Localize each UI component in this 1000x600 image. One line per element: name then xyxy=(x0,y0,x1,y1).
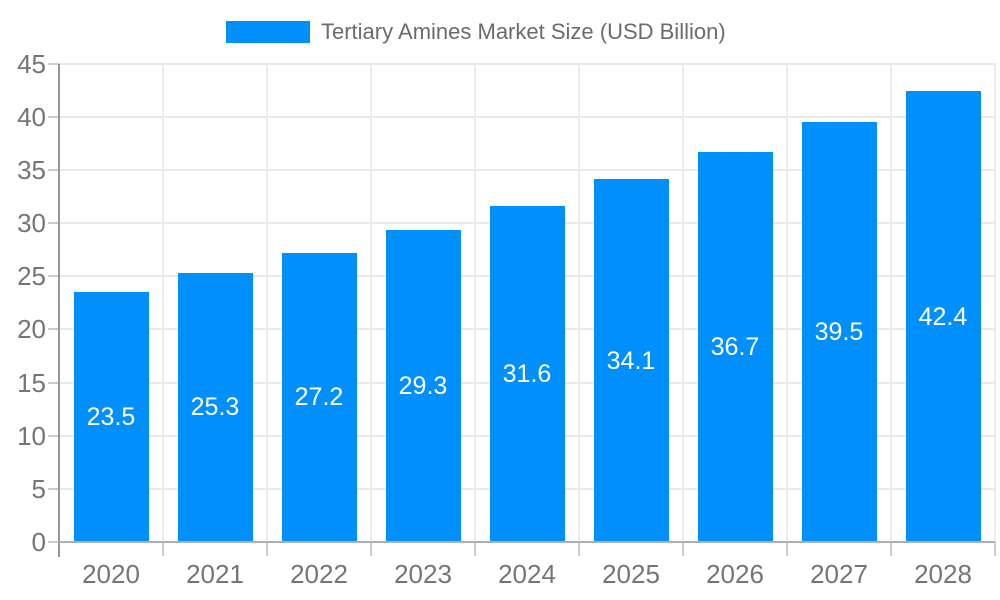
gridline-horizontal xyxy=(59,168,995,171)
bar-2022[interactable]: 27.2 xyxy=(281,252,357,542)
bar-value-label: 25.3 xyxy=(190,393,240,422)
legend-swatch-icon xyxy=(226,21,310,43)
y-axis-tick-mark xyxy=(48,275,59,278)
bar-value-label: 29.3 xyxy=(398,372,448,401)
x-axis-tick-mark xyxy=(994,542,996,556)
bar-2023[interactable]: 29.3 xyxy=(385,230,461,542)
y-axis-tick-mark xyxy=(48,328,59,331)
y-axis-tick-label: 25 xyxy=(17,261,46,292)
bar-2026[interactable]: 36.7 xyxy=(697,151,773,542)
x-axis-tick-label: 2026 xyxy=(706,559,764,589)
bar-value-label: 31.6 xyxy=(502,359,552,388)
chart-legend[interactable]: Tertiary Amines Market Size (USD Billion… xyxy=(226,20,726,44)
gridline-vertical xyxy=(474,63,476,542)
y-axis-tick-mark xyxy=(48,541,59,543)
x-axis-tick-label: 2023 xyxy=(394,559,452,589)
gridline-vertical xyxy=(370,63,372,542)
x-axis-tick-mark xyxy=(370,542,372,556)
x-axis-tick-mark xyxy=(266,542,268,556)
y-axis-tick-label: 0 xyxy=(31,527,46,557)
bar-2028[interactable]: 42.4 xyxy=(905,91,981,542)
bar-value-label: 39.5 xyxy=(814,317,864,346)
y-axis-tick-mark xyxy=(48,115,59,118)
y-axis-tick-mark xyxy=(48,434,59,437)
bar-2025[interactable]: 34.1 xyxy=(593,179,669,542)
y-axis-tick-mark xyxy=(48,381,59,384)
gridline-horizontal xyxy=(59,115,995,118)
x-axis-tick-label: 2024 xyxy=(498,559,556,589)
bar-value-label: 23.5 xyxy=(86,403,136,432)
bar-value-label: 36.7 xyxy=(710,332,760,361)
y-axis-tick-mark xyxy=(48,168,59,171)
bar-value-label: 27.2 xyxy=(294,383,344,412)
bar-2024[interactable]: 31.6 xyxy=(489,205,565,542)
y-axis-tick-label: 30 xyxy=(17,208,46,238)
y-axis-tick-label: 45 xyxy=(17,48,46,79)
y-axis-tick-label: 20 xyxy=(17,314,46,345)
x-axis-line xyxy=(59,541,995,543)
bar-2020[interactable]: 23.5 xyxy=(73,292,149,542)
gridline-vertical xyxy=(682,63,684,542)
gridline-vertical xyxy=(162,63,164,542)
bar-2027[interactable]: 39.5 xyxy=(801,121,877,542)
x-axis-tick-label: 2028 xyxy=(914,559,972,589)
x-axis-tick-mark xyxy=(682,542,684,556)
y-axis-line xyxy=(58,63,60,557)
gridline-vertical xyxy=(786,63,788,542)
gridline-vertical xyxy=(994,63,996,542)
y-axis-tick-mark xyxy=(48,222,59,224)
x-axis-tick-label: 2027 xyxy=(810,559,868,589)
y-axis-tick-label: 35 xyxy=(17,154,46,185)
x-axis-tick-mark xyxy=(162,542,164,556)
legend-series-label: Tertiary Amines Market Size (USD Billion… xyxy=(321,19,726,44)
y-axis-tick-label: 40 xyxy=(17,101,46,132)
gridline-vertical xyxy=(890,63,892,542)
bar-2021[interactable]: 25.3 xyxy=(177,272,253,542)
gridline-horizontal xyxy=(59,62,995,65)
gridline-vertical xyxy=(266,63,268,542)
bar-value-label: 42.4 xyxy=(918,302,968,331)
gridline-vertical xyxy=(578,63,580,542)
x-axis-tick-label: 2025 xyxy=(602,559,660,589)
y-axis-tick-label: 5 xyxy=(31,473,46,504)
bar-value-label: 34.1 xyxy=(606,346,656,375)
x-axis-tick-mark xyxy=(890,542,892,556)
y-axis-tick-mark xyxy=(48,62,59,65)
y-axis-tick-label: 10 xyxy=(17,420,46,451)
x-axis-tick-mark xyxy=(474,542,476,556)
y-axis-tick-mark xyxy=(48,487,59,490)
y-axis-tick-label: 15 xyxy=(17,367,46,398)
x-axis-tick-label: 2021 xyxy=(186,559,244,589)
x-axis-tick-label: 2020 xyxy=(82,559,140,589)
x-axis-tick-mark xyxy=(578,542,580,556)
x-axis-tick-mark xyxy=(786,542,788,556)
x-axis-tick-label: 2022 xyxy=(290,559,348,589)
